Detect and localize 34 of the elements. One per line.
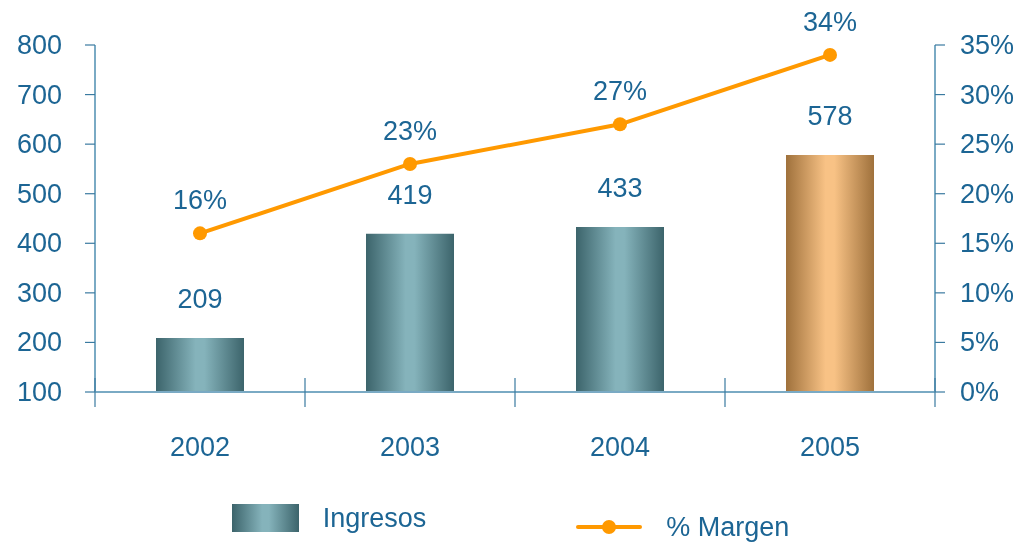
- y-tick-label: 500: [16, 178, 62, 209]
- y2-tick-label: 30%: [960, 79, 1015, 110]
- y-tick-label: 600: [16, 129, 62, 160]
- legend-label: % Margen: [666, 512, 790, 542]
- y2-tick-label: 35%: [960, 30, 1015, 60]
- y-tick-label: 100: [16, 377, 62, 407]
- point: [613, 117, 627, 132]
- x-tick-label: 2002: [169, 432, 231, 462]
- y-tick-label: 800: [16, 30, 62, 60]
- y2-tick-label: 10%: [960, 277, 1015, 308]
- y-tick-label: 200: [16, 327, 62, 358]
- data-label: 23%: [382, 115, 438, 146]
- y2-tick-label: 0%: [960, 377, 1000, 407]
- data-label: 27%: [592, 76, 648, 107]
- y-tick-label: 300: [16, 277, 62, 308]
- point: [403, 156, 417, 171]
- legend-label: Ingresos: [322, 503, 427, 533]
- y2-tick-label: 25%: [960, 129, 1015, 160]
- point: [823, 47, 837, 62]
- point: [193, 226, 207, 241]
- x-tick-label: 2004: [589, 432, 651, 462]
- y-tick-label: 400: [16, 228, 62, 259]
- y2-tick-label: 20%: [960, 178, 1015, 209]
- data-label: 419: [387, 179, 433, 210]
- data-label: 209: [177, 283, 223, 314]
- data-label: 578: [807, 101, 853, 132]
- data-label: 34%: [802, 6, 858, 37]
- x-tick-label: 2003: [379, 432, 441, 462]
- y-tick-label: 700: [16, 79, 62, 110]
- data-label: 16%: [172, 185, 228, 216]
- y2-tick-label: 15%: [960, 228, 1015, 259]
- y2-tick-label: 5%: [960, 327, 1000, 358]
- x-tick-label: 2005: [799, 432, 861, 462]
- data-label: 433: [597, 172, 643, 203]
